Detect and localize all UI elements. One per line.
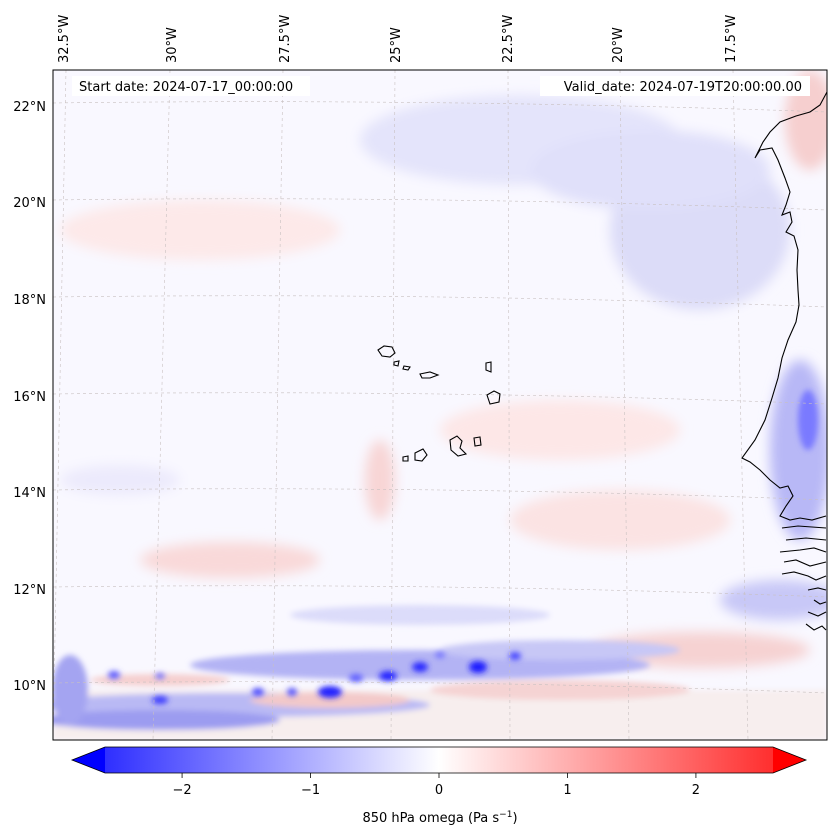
colorbar-outline [70, 746, 808, 774]
lat-tick-label: 12°N [13, 583, 46, 598]
map-frame [52, 69, 828, 741]
africa-coastline [741, 91, 827, 631]
valid-date-box [540, 76, 810, 96]
lon-tick-label: 32.5°W [57, 15, 72, 63]
start-date-label: Start date: 2024-07-17_00:00:00 [79, 80, 293, 95]
longitude-labels: 32.5°W 30°W 27.5°W 25°W 22.5°W 20°W 17.5… [57, 15, 739, 63]
colorbar-label: 850 hPa omega (Pa s−1) [362, 810, 517, 826]
colorbar-tick-label: 2 [692, 783, 700, 798]
latitude-labels: 22°N 20°N 18°N 16°N 14°N 12°N 10°N [13, 100, 46, 694]
lon-tick-label: 17.5°W [724, 15, 739, 63]
colorbar-max-extend [773, 747, 806, 773]
map-panel: Start date: 2024-07-17_00:00:00 Valid_da… [52, 69, 828, 741]
colorbar-tick-label: 1 [563, 783, 571, 798]
lat-tick-label: 20°N [13, 196, 46, 211]
lat-tick-label: 14°N [13, 486, 46, 501]
colorbar-ticks: −2 −1 0 1 2 [172, 773, 700, 798]
colorbar-fill [72, 747, 806, 773]
colorbar: −2 −1 0 1 2 850 hPa omega (Pa s−1) [70, 746, 808, 826]
cabo-verde-islands [377, 345, 501, 462]
lon-tick-label: 25°W [389, 27, 404, 63]
valid-date-label: Valid_date: 2024-07-19T20:00:00.00 [564, 80, 802, 95]
colorbar-tick-label: 0 [435, 783, 443, 798]
colorbar-min-extend [72, 747, 105, 773]
colorbar-tick-label: −2 [172, 783, 191, 798]
lon-tick-label: 22.5°W [501, 15, 516, 63]
omega-field: Start date: 2024-07-17_00:00:00 Valid_da… [53, 70, 827, 740]
lon-tick-label: 30°W [165, 27, 180, 63]
lon-tick-label: 27.5°W [278, 15, 293, 63]
graticule [53, 70, 827, 740]
lat-tick-label: 18°N [13, 293, 46, 308]
colorbar-tick-label: −1 [301, 783, 320, 798]
lat-tick-label: 16°N [13, 390, 46, 405]
lon-tick-label: 20°W [611, 27, 626, 63]
start-date-box [72, 76, 310, 96]
lat-tick-label: 22°N [13, 100, 46, 115]
lat-tick-label: 10°N [13, 679, 46, 694]
